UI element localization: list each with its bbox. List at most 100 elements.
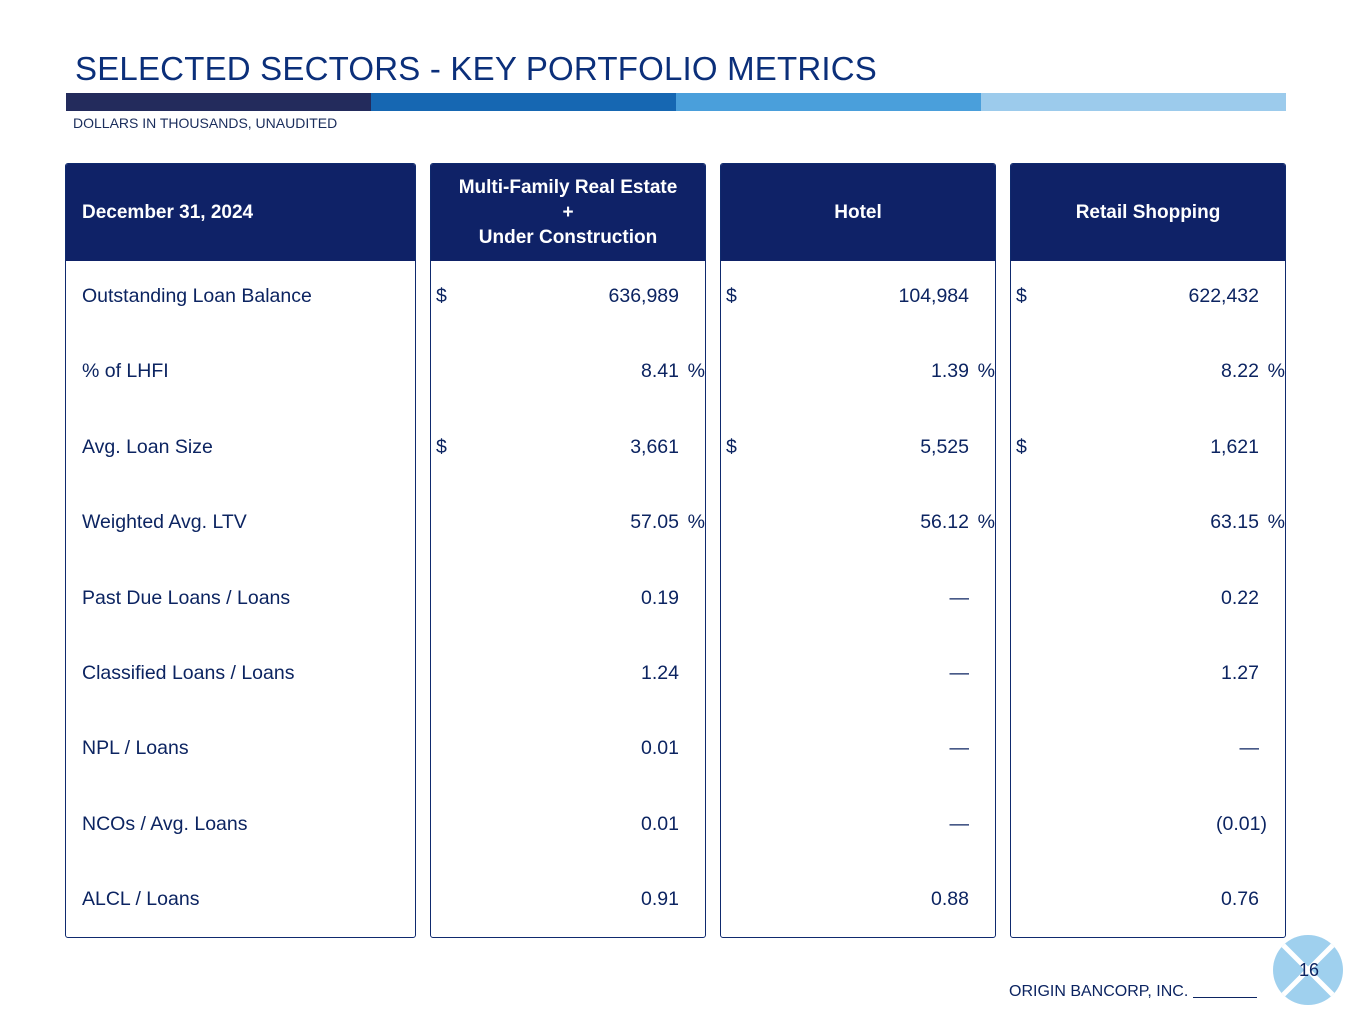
header-color-stripe <box>66 93 1286 111</box>
percent-symbol: % <box>1267 511 1285 534</box>
stripe-segment <box>371 93 676 111</box>
value-row: 0.22 <box>1011 563 1285 638</box>
metric-row: NCOs / Avg. Loans <box>66 789 415 864</box>
value-row: 1.27 <box>1011 638 1285 713</box>
footer-company-name: ORIGIN BANCORP, INC. <box>1009 983 1189 1000</box>
metric-label: Weighted Avg. LTV <box>82 511 247 534</box>
metric-value: 57.05 <box>630 511 679 534</box>
value-row: 0.01 <box>431 713 705 788</box>
percent-symbol: % <box>687 511 705 534</box>
metric-row: % of LHFI <box>66 336 415 411</box>
metric-label: Past Due Loans / Loans <box>82 586 291 609</box>
metric-value: 8.41 <box>641 360 679 383</box>
metric-row: ALCL / Loans <box>66 864 415 937</box>
metric-value: — <box>949 812 970 835</box>
metric-value: 622,432 <box>1188 285 1260 307</box>
metric-value: — <box>949 586 970 609</box>
value-row: $622,432 <box>1011 261 1285 336</box>
value-row: 1.24 <box>431 638 705 713</box>
value-row: (0.01) <box>1011 789 1285 864</box>
retail-panel: Retail Shopping $622,432 8.22% $1,621 63.15… <box>1010 163 1286 938</box>
metric-row: Past Due Loans / Loans <box>66 563 415 638</box>
value-row: $636,989 <box>431 261 705 336</box>
currency-symbol: $ <box>726 285 737 307</box>
stripe-segment <box>66 93 371 111</box>
percent-symbol: % <box>977 511 995 534</box>
metric-label-list: Outstanding Loan Balance % of LHFI Avg. Lo… <box>66 261 415 937</box>
metric-value: 3,661 <box>630 435 679 458</box>
currency-symbol: $ <box>436 435 447 458</box>
metric-label: Classified Loans / Loans <box>82 661 295 684</box>
metric-value: 8.22 <box>1221 360 1259 383</box>
percent-symbol: % <box>687 360 705 383</box>
metric-label: Avg. Loan Size <box>82 435 213 458</box>
metric-label: NCOs / Avg. Loans <box>82 812 248 835</box>
metric-row: Weighted Avg. LTV <box>66 487 415 562</box>
value-row: 0.76 <box>1011 864 1285 937</box>
metric-value: 5,525 <box>920 435 969 458</box>
metric-value: 1.39 <box>931 360 969 383</box>
percent-symbol: % <box>977 360 995 383</box>
footer-rule <box>1193 997 1258 998</box>
multifamily-header-line3: Under Construction <box>478 227 658 248</box>
metric-value: 0.01 <box>641 812 679 835</box>
metric-value: 56.12 <box>920 511 969 534</box>
metric-row: NPL / Loans <box>66 713 415 788</box>
value-row: $3,661 <box>431 412 705 487</box>
value-row: — <box>1011 713 1285 788</box>
percent-symbol: % <box>1267 360 1285 383</box>
footer-company: ORIGIN BANCORP, INC. <box>1009 983 1258 1001</box>
currency-symbol: $ <box>1016 435 1027 458</box>
compass-logo-icon <box>1273 935 1343 1005</box>
value-row: $104,984 <box>721 261 995 336</box>
value-row: $1,621 <box>1011 412 1285 487</box>
metric-value: — <box>949 737 970 760</box>
metric-label: ALCL / Loans <box>82 888 200 911</box>
value-row: 0.91 <box>431 864 705 937</box>
currency-symbol: $ <box>1016 285 1027 307</box>
value-row: — <box>721 563 995 638</box>
currency-symbol: $ <box>436 285 447 307</box>
multifamily-panel: Multi-Family Real Estate + Under Constru… <box>430 163 706 938</box>
value-row: 56.12% <box>721 487 995 562</box>
metric-labels-panel: December 31, 2024 Outstanding Loan Balan… <box>65 163 416 938</box>
metric-row: Avg. Loan Size <box>66 412 415 487</box>
page-number: 16 <box>1298 960 1320 980</box>
metric-value: 63.15 <box>1210 511 1259 534</box>
hotel-values: $104,984 1.39% $5,525 56.12% — — — —0.88 <box>721 261 995 937</box>
metric-value: 1,621 <box>1210 435 1259 458</box>
retail-values: $622,432 8.22% $1,621 63.15% 0.22 1.27— (0.01)… <box>1011 261 1285 937</box>
stripe-segment <box>981 93 1286 111</box>
value-row: 0.01 <box>431 789 705 864</box>
metric-label: % of LHFI <box>82 360 169 383</box>
metric-row: Outstanding Loan Balance <box>66 261 415 336</box>
metric-value: 0.88 <box>931 888 969 911</box>
metric-value: (0.01) <box>1216 812 1267 835</box>
metric-value: 0.76 <box>1221 888 1259 911</box>
metric-value: — <box>1239 737 1260 760</box>
page-number-badge: 16 <box>1273 935 1343 1005</box>
value-row: — <box>721 789 995 864</box>
value-row: 63.15% <box>1011 487 1285 562</box>
value-row: 0.19 <box>431 563 705 638</box>
value-row: — <box>721 713 995 788</box>
metric-value: 0.22 <box>1221 586 1259 609</box>
value-row: 57.05% <box>431 487 705 562</box>
page-title: SELECTED SECTORS - KEY PORTFOLIO METRICS <box>75 50 877 87</box>
metric-label: NPL / Loans <box>82 737 189 760</box>
retail-header: Retail Shopping <box>1011 164 1285 261</box>
value-row: — <box>721 638 995 713</box>
metric-value: 0.01 <box>641 737 679 760</box>
metric-row: Classified Loans / Loans <box>66 638 415 713</box>
metric-value: 0.19 <box>641 586 679 609</box>
hotel-panel: Hotel $104,984 1.39% $5,525 56.12% — — — —0.88 <box>720 163 996 938</box>
metric-value: 0.91 <box>641 888 679 911</box>
multifamily-header: Multi-Family Real Estate + Under Constru… <box>431 164 705 261</box>
metric-value: 1.24 <box>641 661 679 684</box>
value-row: $5,525 <box>721 412 995 487</box>
metric-value: — <box>949 661 970 684</box>
value-row: 0.88 <box>721 864 995 937</box>
subtitle-units-note: DOLLARS IN THOUSANDS, UNAUDITED <box>73 115 338 131</box>
value-row: 8.41% <box>431 336 705 411</box>
date-header: December 31, 2024 <box>66 164 415 261</box>
